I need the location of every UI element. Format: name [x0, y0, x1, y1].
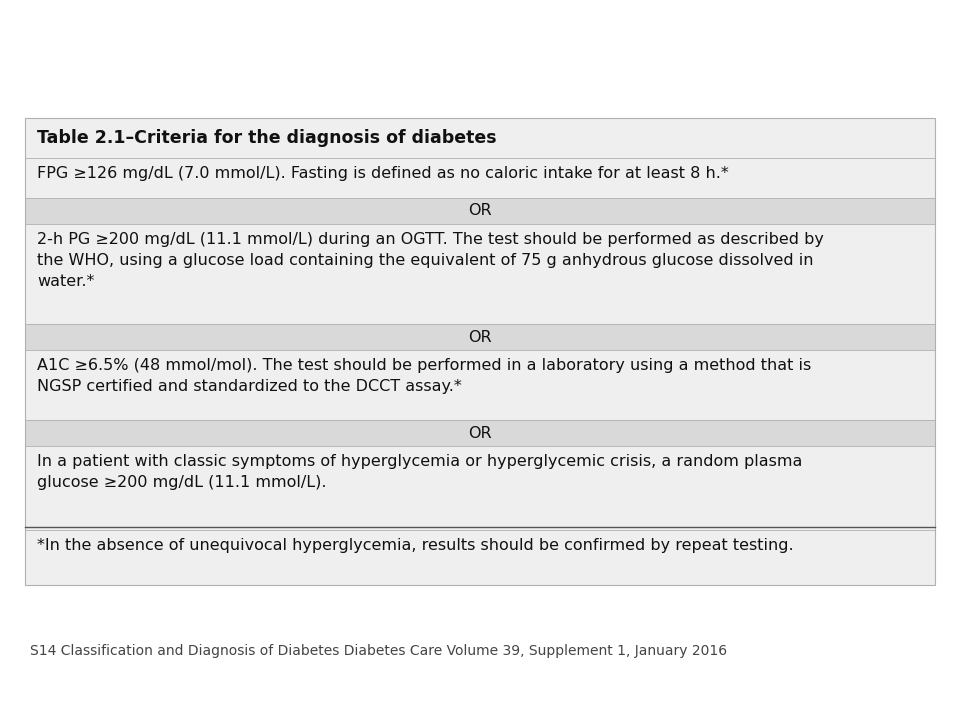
Bar [25, 198, 935, 224]
Text: 2-h PG ≥200 mg/dL (11.1 mmol/L) during an OGTT. The test should be performed as : 2-h PG ≥200 mg/dL (11.1 mmol/L) during a… [37, 232, 824, 289]
Bar [25, 350, 935, 420]
Text: A1C ≥6.5% (48 mmol/mol). The test should be performed in a laboratory using a me: A1C ≥6.5% (48 mmol/mol). The test should… [37, 358, 811, 394]
Text: *In the absence of unequivocal hyperglycemia, results should be confirmed by rep: *In the absence of unequivocal hyperglyc… [37, 538, 794, 553]
Bar [25, 446, 935, 530]
Text: S14 Classification and Diagnosis of Diabetes Diabetes Care Volume 39, Supplement: S14 Classification and Diagnosis of Diab… [30, 644, 727, 658]
Bar [25, 118, 935, 585]
Text: In a patient with classic symptoms of hyperglycemia or hyperglycemic crisis, a r: In a patient with classic symptoms of hy… [37, 454, 803, 490]
Text: OR: OR [468, 426, 492, 441]
Text: FPG ≥126 mg/dL (7.0 mmol/L). Fasting is defined as no caloric intake for at leas: FPG ≥126 mg/dL (7.0 mmol/L). Fasting is … [37, 166, 729, 181]
Text: OR: OR [468, 204, 492, 218]
Bar [25, 118, 935, 158]
Bar [25, 224, 935, 324]
Bar [25, 158, 935, 198]
Text: OR: OR [468, 330, 492, 344]
Bar [25, 420, 935, 446]
Text: Table 2.1–Criteria for the diagnosis of diabetes: Table 2.1–Criteria for the diagnosis of … [37, 129, 496, 147]
Bar [25, 530, 935, 585]
Bar [25, 324, 935, 350]
